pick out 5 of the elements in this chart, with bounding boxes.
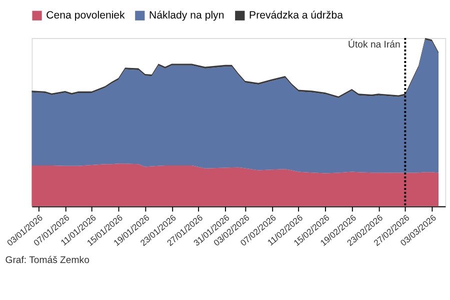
legend-label: Cena povoleniek [46, 10, 126, 22]
text: Graf: Tomáš Zemko [5, 254, 90, 266]
ref-line-label: Útok na Irán [348, 38, 400, 51]
legend-label: Náklady na plyn [149, 10, 224, 22]
legend-label: Prevádzka a údržba [249, 10, 344, 22]
